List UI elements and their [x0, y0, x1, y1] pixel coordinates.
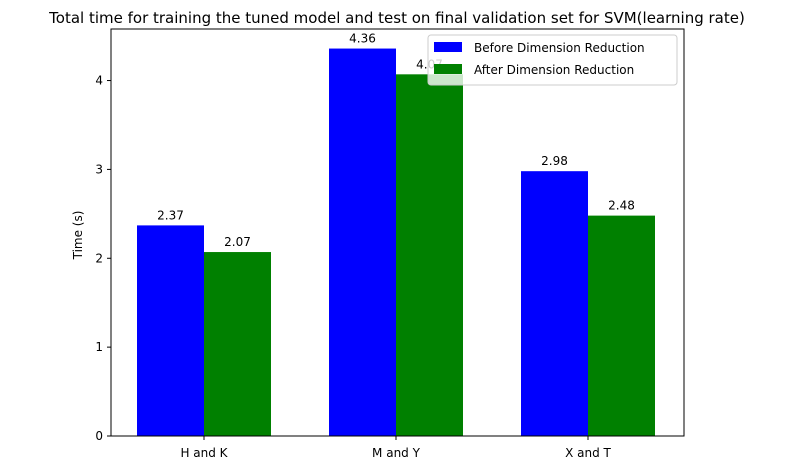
x-tick-label: H and K [180, 446, 228, 460]
data-label-before-2: 2.98 [541, 154, 568, 168]
bars-group [137, 48, 655, 437]
y-tick-label: 0 [95, 429, 103, 443]
data-label-after-2: 2.48 [608, 199, 635, 213]
legend-label-after: After Dimension Reduction [474, 63, 634, 77]
y-tick-label: 3 [95, 162, 103, 176]
y-axis-ticks: 0 1 2 3 4 [95, 74, 111, 443]
x-tick-label: M and Y [372, 446, 421, 460]
data-label-after-0: 2.07 [224, 235, 251, 249]
y-tick-label: 4 [95, 74, 103, 88]
legend-label-before: Before Dimension Reduction [474, 41, 645, 55]
legend-swatch-after [434, 64, 462, 74]
data-label-before-0: 2.37 [157, 208, 184, 222]
legend: Before Dimension Reduction After Dimensi… [427, 34, 678, 86]
y-tick-label: 2 [95, 251, 103, 265]
chart-title: Total time for training the tuned model … [48, 9, 745, 27]
y-tick-label: 1 [95, 340, 103, 354]
legend-swatch-before [434, 42, 462, 52]
bar-before-1 [329, 48, 396, 436]
bar-before-2 [521, 171, 588, 436]
legend-box [427, 34, 678, 86]
data-label-before-1: 4.36 [349, 32, 376, 46]
x-tick-label: X and T [565, 446, 611, 460]
bar-after-2 [588, 215, 655, 436]
bar-before-0 [137, 225, 204, 436]
plot-frame [110, 28, 685, 437]
bar-after-0 [204, 252, 271, 436]
data-labels-group: 2.374.362.982.074.072.48 [157, 32, 635, 250]
bar-after-1 [396, 74, 463, 437]
x-axis-ticks: H and K M and Y X and T [180, 436, 612, 460]
y-axis-label: Time (s) [71, 211, 85, 261]
